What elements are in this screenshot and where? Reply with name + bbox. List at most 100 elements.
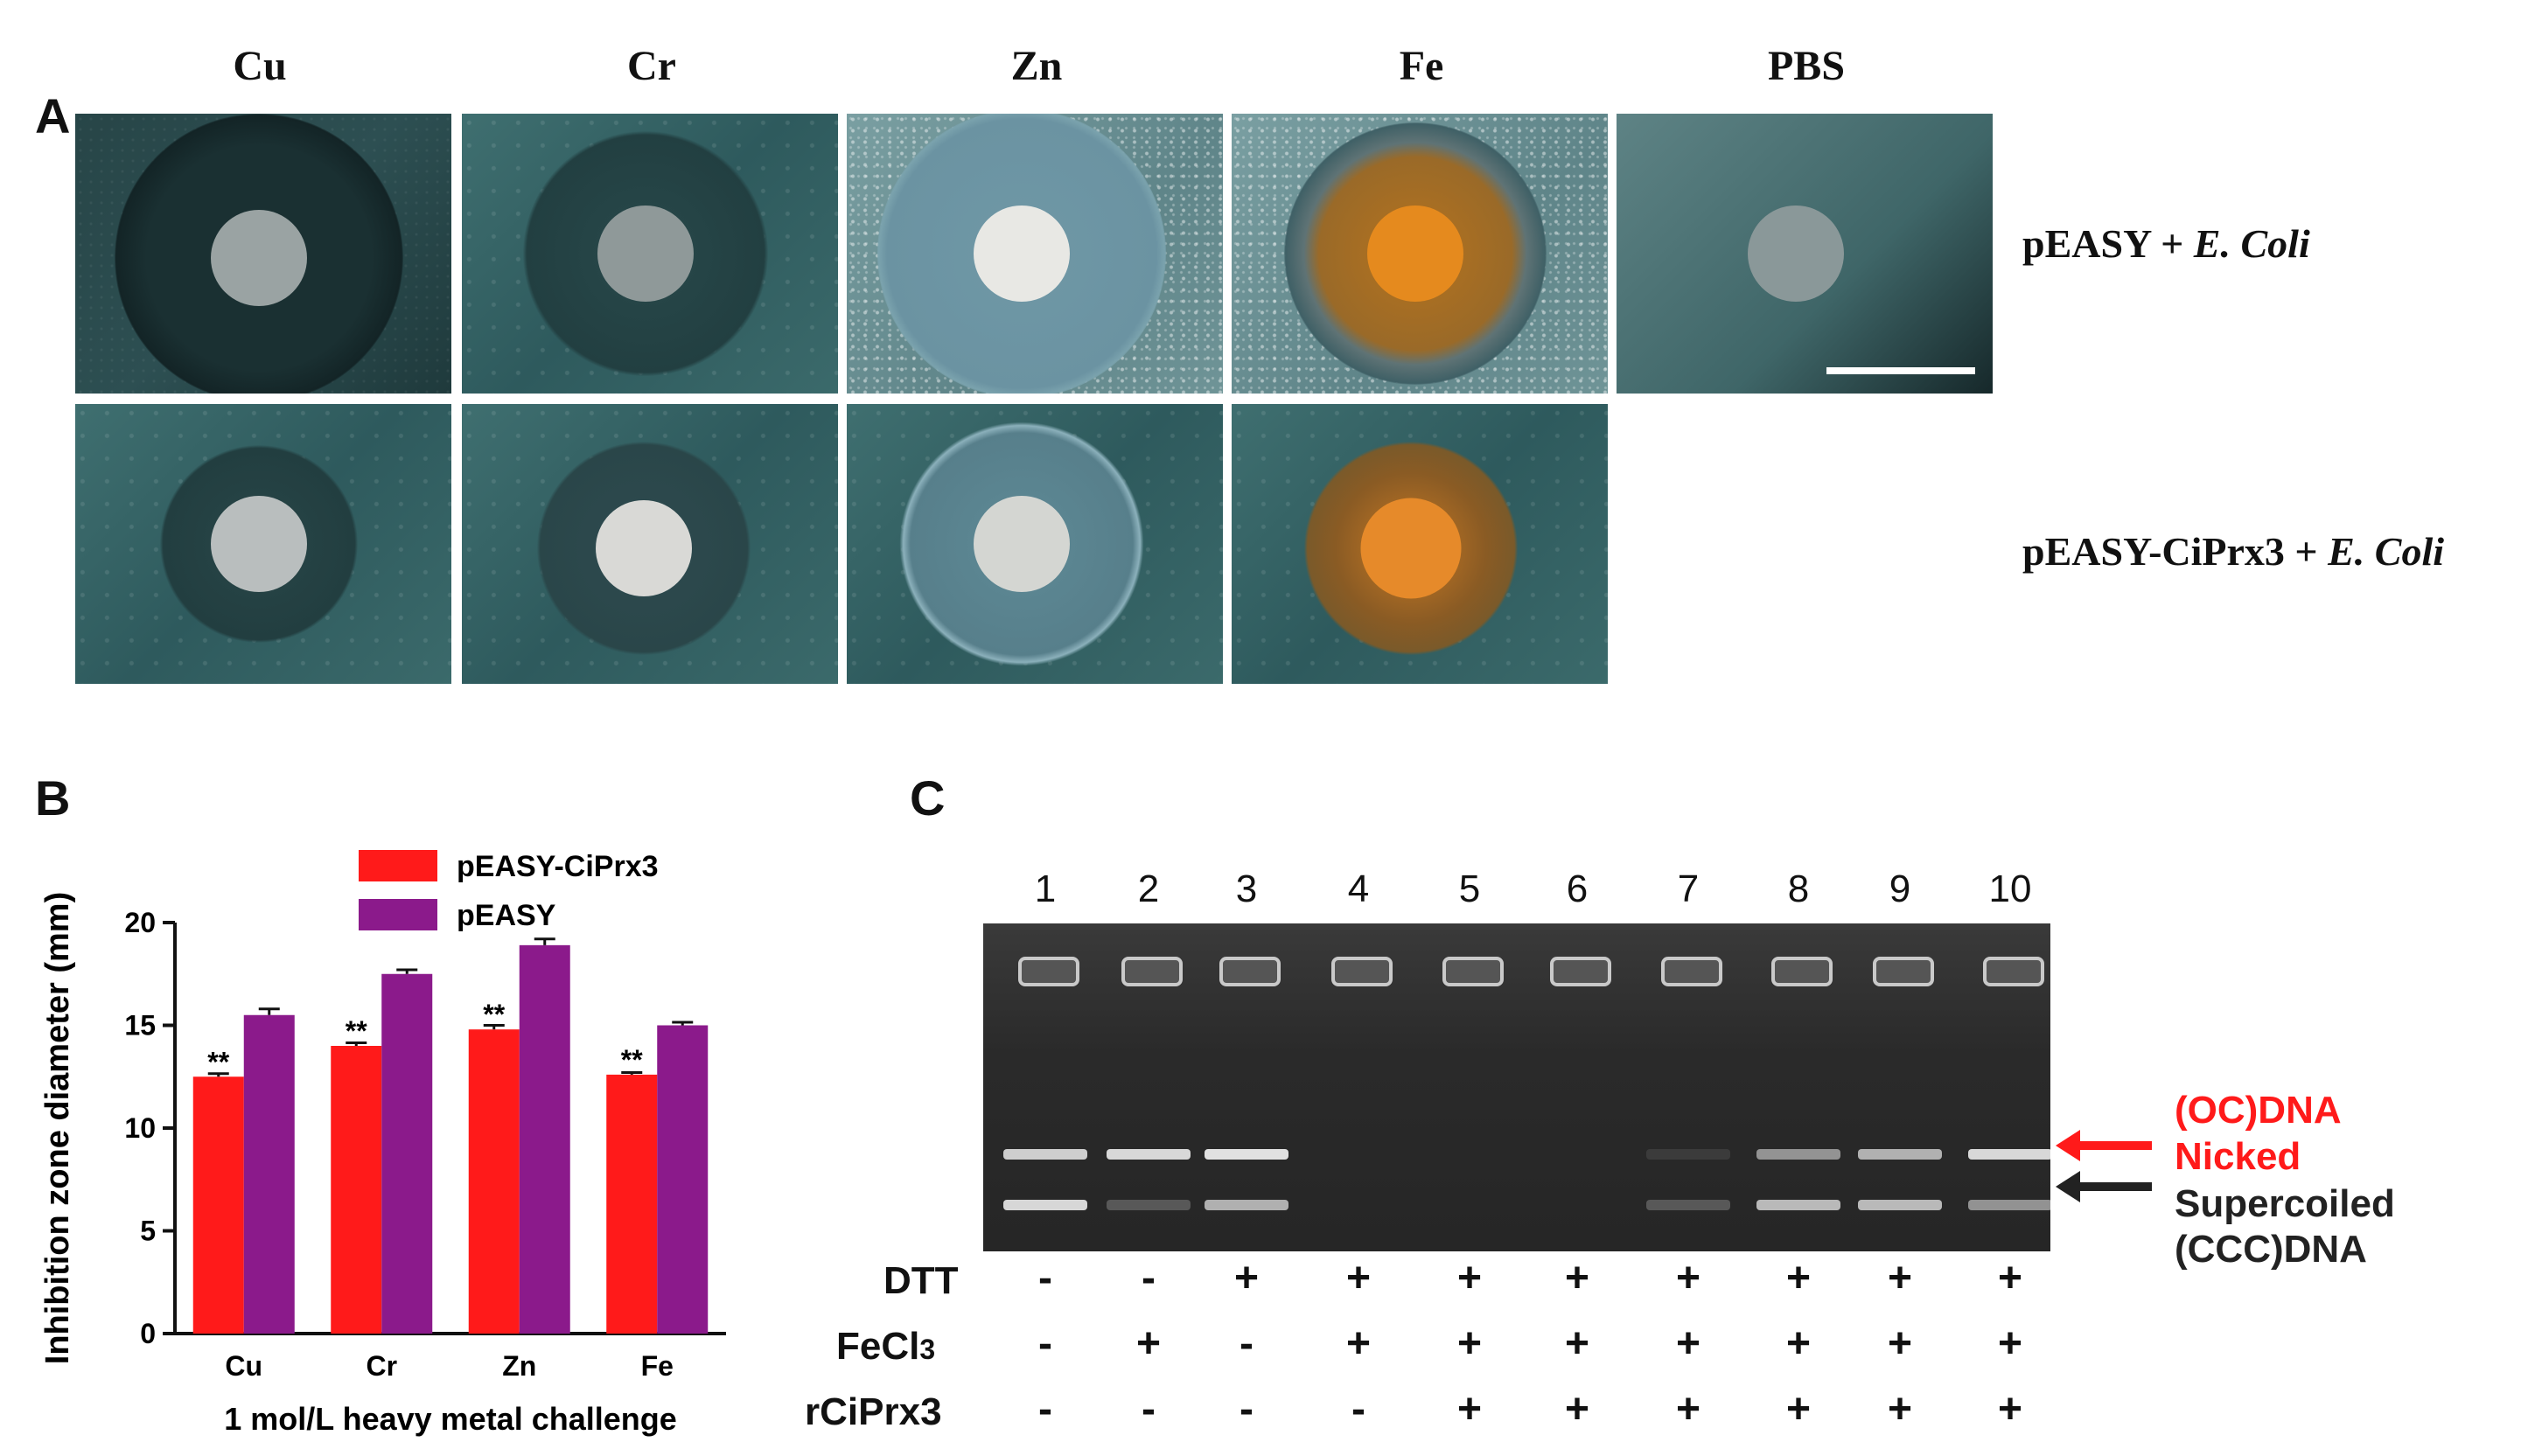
row-label-peasy-ciprx3: pEASY-CiPrx3 + E. Coli — [2022, 528, 2444, 575]
treatment-symbol: - — [1038, 1386, 1052, 1432]
column-header-zn: Zn — [1010, 43, 1063, 89]
significance-marker: ** — [483, 999, 505, 1030]
treatment-symbol: + — [1785, 1386, 1812, 1432]
treatment-symbol: + — [1564, 1320, 1590, 1367]
treatment-symbol: + — [1456, 1386, 1483, 1432]
treatment-label: FeCl3 — [836, 1325, 935, 1369]
plate-fe-ciprx3 — [1232, 404, 1608, 684]
plate-fe-control — [1232, 114, 1608, 394]
column-header-cu: Cu — [233, 43, 287, 89]
treatment-symbol: + — [1675, 1255, 1701, 1301]
row-label-peasy-species: E. Coli — [2193, 221, 2310, 266]
treatment-symbol: + — [1564, 1386, 1590, 1432]
treatment-symbol: + — [1345, 1320, 1372, 1367]
plate-pbs-control — [1617, 114, 1993, 394]
treatment-symbol: + — [1997, 1320, 2023, 1367]
bar-peasy-ciprx3 — [331, 1046, 382, 1334]
lane-number: 6 — [1566, 867, 1589, 910]
treatment-label-text: DTT — [883, 1259, 959, 1302]
supercoiled-dna-band — [1205, 1200, 1288, 1210]
bar-peasy — [243, 1014, 295, 1334]
column-header-cr: Cr — [627, 43, 676, 89]
y-tick-label: 10 — [124, 1112, 156, 1144]
y-tick-label: 5 — [140, 1216, 156, 1247]
plate-cr-control — [462, 114, 838, 394]
panel-c-letter: C — [910, 770, 946, 826]
treatment-symbol: + — [1345, 1255, 1372, 1301]
significance-marker: ** — [346, 1015, 367, 1047]
treatment-symbol: + — [1675, 1320, 1701, 1367]
column-header-fe: Fe — [1399, 43, 1444, 89]
legend-swatch — [359, 850, 437, 881]
treatment-label-subscript: 3 — [919, 1334, 936, 1365]
treatment-symbol: + — [1135, 1320, 1162, 1367]
gel-well — [1771, 957, 1833, 986]
plate-zn-control — [847, 114, 1223, 394]
oc-label: (OC)DNA — [2175, 1089, 2342, 1132]
treatment-symbol: + — [1997, 1386, 2023, 1432]
oc-dna-band — [1205, 1149, 1288, 1160]
treatment-symbol: - — [1240, 1320, 1254, 1367]
bar-chart: 0 5 10 15 20 Inhibition zone diameter (mm) ** C… — [39, 850, 726, 1437]
row-label-peasy-ciprx3-species: E. Coli — [2328, 529, 2445, 574]
oc-dna-band — [1003, 1149, 1087, 1160]
row-label-peasy-prefix: pEASY + — [2022, 221, 2194, 266]
supercoiled-dna-band — [1003, 1200, 1087, 1210]
plate-cu-control — [75, 114, 451, 394]
treatment-symbol: + — [1564, 1255, 1590, 1301]
lane-number: 1 — [1034, 867, 1057, 910]
treatment-symbol: - — [1240, 1386, 1254, 1432]
significance-marker: ** — [621, 1044, 643, 1076]
y-tick-label: 20 — [124, 907, 156, 938]
plate-cu-ciprx3 — [75, 404, 451, 684]
x-tick-label: Cu — [225, 1350, 262, 1382]
treatment-symbol: + — [1887, 1320, 1913, 1367]
y-axis-label: Inhibition zone diameter (mm) — [39, 892, 76, 1364]
treatment-symbol: + — [1887, 1386, 1913, 1432]
lane-number: 9 — [1889, 867, 1911, 910]
bar-peasy — [657, 1025, 709, 1334]
row-label-peasy-ciprx3-prefix: pEASY-CiPrx3 + — [2022, 529, 2329, 574]
treatment-symbol: + — [1456, 1255, 1483, 1301]
gel-well — [1219, 957, 1281, 986]
treatment-label-text: rCiPrx3 — [805, 1390, 942, 1433]
gel-well — [1550, 957, 1611, 986]
treatment-symbol: + — [1887, 1255, 1913, 1301]
treatment-symbol: + — [1675, 1386, 1701, 1432]
treatment-symbol: + — [1997, 1255, 2023, 1301]
lane-number: 7 — [1677, 867, 1700, 910]
panel-a-letter: A — [35, 88, 71, 143]
x-axis-label: 1 mol/L heavy metal challenge — [224, 1401, 677, 1437]
bar-peasy — [519, 944, 570, 1334]
agarose-gel — [983, 923, 2050, 1251]
legend-label: pEASY-CiPrx3 — [457, 850, 659, 883]
supercoiled-dna-band — [1968, 1200, 2050, 1210]
bar-peasy-ciprx3 — [606, 1074, 658, 1334]
gel-well — [1442, 957, 1504, 986]
bar-peasy — [381, 973, 433, 1334]
lane-number: 2 — [1137, 867, 1160, 910]
plate-zn-ciprx3 — [847, 404, 1223, 684]
supercoiled-arrow — [2056, 1171, 2152, 1202]
treatment-symbol: + — [1233, 1255, 1260, 1301]
oc-dna-band — [1858, 1149, 1942, 1160]
supercoiled-dna-band — [1858, 1200, 1942, 1210]
supercoiled-dna-band — [1107, 1200, 1191, 1210]
column-header-pbs: PBS — [1767, 43, 1846, 89]
x-tick-label: Zn — [502, 1350, 536, 1382]
y-tick-label: 0 — [140, 1318, 156, 1349]
gel-well — [1331, 957, 1393, 986]
legend-swatch — [359, 899, 437, 930]
treatment-label: rCiPrx3 — [805, 1390, 942, 1434]
bar-peasy-ciprx3 — [468, 1029, 520, 1334]
significance-marker: ** — [207, 1046, 229, 1077]
gel-well — [1121, 957, 1183, 986]
lane-number: 3 — [1235, 867, 1258, 910]
oc-arrow — [2056, 1130, 2152, 1161]
x-tick-label: Cr — [366, 1350, 397, 1382]
lane-number: 8 — [1787, 867, 1810, 910]
lane-number: 4 — [1347, 867, 1370, 910]
supercoiled-label: Supercoiled — [2175, 1182, 2395, 1225]
panel-b-letter: B — [35, 770, 71, 826]
gel-well — [1018, 957, 1079, 986]
